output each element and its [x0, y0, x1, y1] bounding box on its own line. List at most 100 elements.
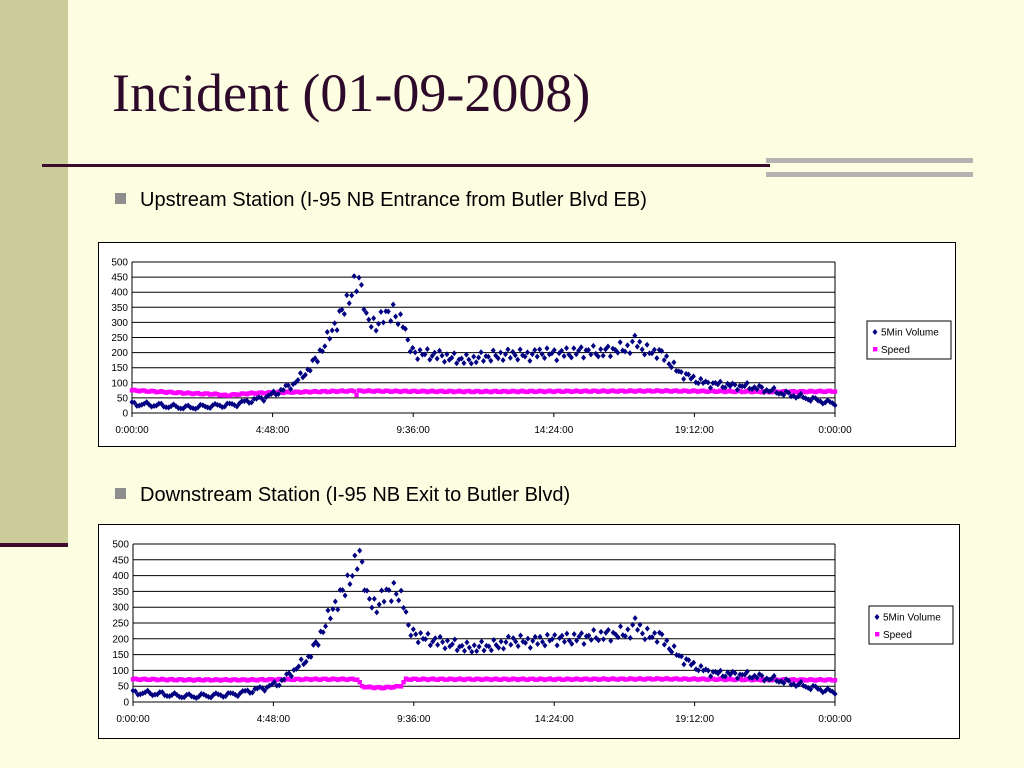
volume-point [251, 395, 257, 402]
speed-point [211, 677, 216, 683]
speed-point [596, 677, 601, 682]
volume-point [413, 631, 419, 638]
speed-point [757, 389, 762, 395]
volume-point [513, 638, 519, 645]
speed-point [224, 393, 230, 398]
volume-point [476, 643, 482, 650]
speed-point [830, 389, 835, 394]
speed-point [173, 390, 179, 396]
speed-point [203, 677, 209, 682]
volume-point [669, 649, 675, 656]
speed-point [186, 677, 192, 682]
volume-point [150, 692, 155, 699]
volume-point [349, 292, 355, 299]
speed-point [318, 677, 323, 682]
speed-point [625, 677, 631, 682]
volume-point [451, 350, 457, 357]
speed-point [293, 389, 298, 394]
volume-point [376, 601, 382, 608]
speed-point [818, 388, 823, 394]
volume-point [778, 390, 784, 397]
bullet-downstream: Downstream Station (I-95 NB Exit to Butl… [115, 484, 570, 507]
speed-point [381, 389, 386, 394]
volume-point [632, 332, 638, 339]
volume-point [398, 587, 404, 594]
speed-point [600, 388, 606, 393]
speed-point [220, 392, 225, 398]
speed-point [549, 389, 555, 394]
volume-point [515, 643, 521, 650]
speed-point [637, 676, 643, 681]
volume-point [686, 657, 692, 664]
volume-point [135, 691, 141, 698]
volume-point [417, 346, 423, 353]
speed-point [513, 389, 518, 394]
volume-point [657, 629, 662, 636]
speed-point [195, 390, 201, 396]
speed-point [218, 678, 223, 683]
speed-point [805, 389, 811, 394]
speed-point [540, 676, 545, 682]
speed-point [630, 676, 635, 682]
speed-point [579, 677, 584, 683]
volume-point [522, 353, 528, 360]
speed-point [166, 389, 171, 395]
y-tick-label: 450 [111, 273, 128, 284]
speed-point [493, 676, 499, 681]
speed-point [581, 676, 587, 682]
speed-point [710, 388, 716, 394]
speed-point [423, 676, 428, 682]
speed-point [322, 388, 328, 394]
volume-point [732, 381, 738, 388]
speed-point [832, 389, 838, 394]
volume-point [630, 621, 636, 628]
volume-point [315, 358, 321, 365]
volume-point [722, 384, 728, 391]
speed-point [676, 677, 682, 682]
speed-point [185, 390, 191, 395]
volume-point [288, 673, 294, 680]
speed-point [206, 677, 211, 682]
volume-point [512, 352, 518, 359]
volume-point [771, 672, 777, 679]
speed-point [350, 676, 355, 681]
volume-point [505, 346, 511, 353]
volume-point [295, 376, 301, 383]
speed-point [473, 388, 479, 394]
speed-point [489, 677, 494, 683]
volume-point [454, 647, 460, 654]
volume-point [605, 626, 611, 633]
volume-point [317, 347, 323, 354]
speed-point [791, 388, 796, 394]
volume-point [676, 652, 682, 659]
speed-point [679, 389, 684, 394]
speed-point [196, 677, 202, 682]
speed-point [255, 678, 260, 683]
speed-point [818, 677, 823, 682]
speed-point [564, 388, 569, 393]
speed-point [527, 388, 533, 394]
speed-point [481, 677, 487, 682]
speed-point [535, 677, 540, 682]
speed-point [386, 684, 392, 690]
speed-point [696, 677, 701, 682]
speed-point [229, 392, 235, 397]
speed-point [178, 390, 184, 395]
volume-point [249, 689, 255, 696]
volume-point [749, 675, 755, 682]
volume-point [288, 385, 294, 392]
speed-point [262, 677, 267, 683]
volume-point [574, 637, 580, 644]
volume-point [525, 635, 531, 642]
y-tick-label: 0 [122, 409, 128, 420]
volume-point [739, 671, 745, 678]
volume-point [561, 353, 567, 360]
volume-point [598, 346, 604, 353]
volume-point [419, 351, 425, 358]
volume-point [539, 351, 545, 358]
speed-point [393, 388, 398, 393]
speed-point [410, 388, 415, 394]
speed-point [369, 388, 374, 394]
volume-point [441, 358, 447, 365]
speed-point [588, 389, 594, 394]
